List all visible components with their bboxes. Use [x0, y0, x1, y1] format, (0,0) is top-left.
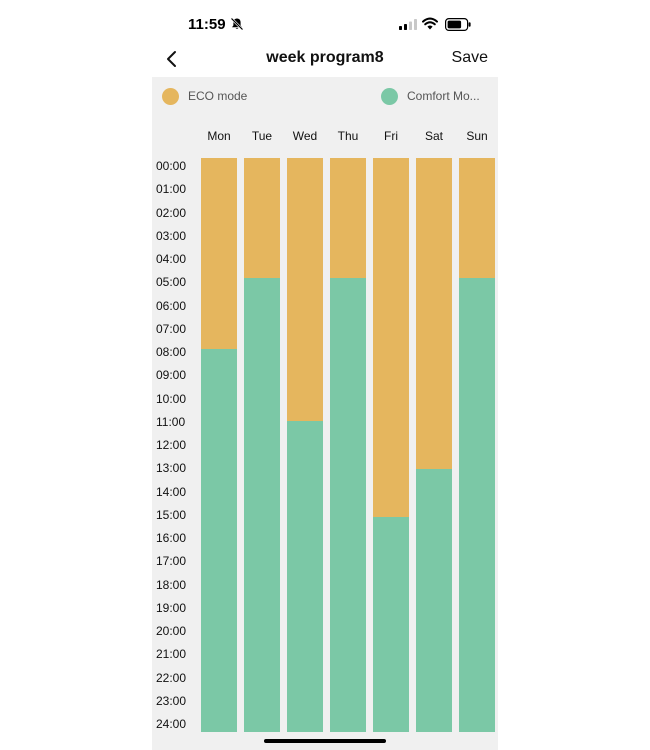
- day-label-sat: Sat: [424, 129, 443, 143]
- legend-eco: ECO mode: [162, 87, 247, 105]
- schedule-panel: ECO mode Comfort Mo... Mon Tue Wed Thu Fri Sa…: [152, 77, 498, 750]
- day-label-fri: Fri: [384, 129, 398, 143]
- hour-label: 20:00: [156, 624, 187, 638]
- page-title: week program8: [266, 49, 384, 66]
- hour-label: 18:00: [156, 577, 187, 592]
- day-bar-sun[interactable]: [459, 158, 495, 732]
- hour-label: 23:00: [156, 693, 187, 708]
- day-label-thu: Thu: [337, 129, 359, 143]
- hour-label: 19:00: [156, 600, 187, 615]
- day-bar-wed[interactable]: [287, 158, 323, 732]
- hour-label: 16:00: [156, 531, 187, 545]
- hour-label: 22:00: [156, 670, 187, 685]
- navigation-header: week program8 Save: [152, 44, 498, 74]
- day-bar-tue[interactable]: [244, 158, 280, 732]
- eco-segment[interactable]: [459, 158, 495, 278]
- day-label-wed: Wed: [292, 129, 318, 143]
- comfort-segment[interactable]: [244, 277, 280, 732]
- hour-label: 00:00: [156, 159, 187, 173]
- home-indicator: [264, 739, 386, 743]
- day-label-tue: Tue: [251, 129, 273, 143]
- hour-label: 02:00: [156, 205, 187, 220]
- legend-eco-label: ECO mode: [188, 89, 248, 103]
- comfort-segment[interactable]: [330, 277, 366, 732]
- hour-label: 09:00: [156, 368, 187, 383]
- hour-label: 06:00: [156, 298, 187, 313]
- back-chevron-icon[interactable]: [162, 47, 184, 71]
- hour-label: 11:00: [156, 414, 186, 429]
- eco-segment[interactable]: [330, 158, 366, 278]
- legend-comfort-label: Comfort Mo...: [407, 89, 480, 103]
- comfort-segment[interactable]: [459, 277, 495, 732]
- hour-label: 14:00: [156, 484, 187, 499]
- day-bar-mon[interactable]: [201, 158, 237, 732]
- status-bar: 11:59: [152, 0, 498, 46]
- hour-label: 05:00: [156, 275, 187, 290]
- battery-icon: [445, 18, 471, 31]
- eco-segment[interactable]: [244, 158, 280, 278]
- wifi-icon: [422, 17, 438, 30]
- day-label-mon: Mon: [207, 129, 231, 143]
- day-bar-sat[interactable]: [416, 158, 452, 732]
- hour-label: 13:00: [156, 461, 187, 476]
- hour-label: 24:00: [156, 717, 187, 731]
- hour-label: 17:00: [156, 554, 187, 569]
- day-bar-thu[interactable]: [330, 158, 366, 732]
- bell-muted-icon: [230, 17, 244, 31]
- hour-label: 04:00: [156, 252, 187, 266]
- status-time: 11:59: [188, 16, 226, 33]
- comfort-color-dot: [381, 87, 398, 105]
- phone-screen: 11:59 week program8 Save: [152, 0, 498, 750]
- eco-segment[interactable]: [287, 158, 323, 422]
- day-label-sun: Sun: [466, 129, 488, 143]
- hour-label: 15:00: [156, 507, 187, 522]
- hour-label: 01:00: [156, 182, 187, 197]
- hour-label: 03:00: [156, 228, 187, 243]
- comfort-segment[interactable]: [416, 468, 452, 732]
- hour-label: 21:00: [156, 647, 187, 662]
- eco-segment[interactable]: [201, 158, 237, 350]
- comfort-segment[interactable]: [201, 349, 237, 732]
- hour-label: 08:00: [156, 345, 187, 359]
- cellular-signal-icon: [399, 19, 417, 30]
- comfort-segment[interactable]: [373, 516, 409, 732]
- eco-segment[interactable]: [416, 158, 452, 469]
- save-button[interactable]: Save: [451, 49, 488, 66]
- hour-label: 07:00: [156, 321, 187, 336]
- eco-color-dot: [162, 87, 179, 105]
- comfort-segment[interactable]: [287, 421, 323, 732]
- legend-comfort: Comfort Mo...: [381, 87, 480, 105]
- day-bar-fri[interactable]: [373, 158, 409, 732]
- hour-label: 10:00: [156, 391, 187, 406]
- hour-label: 12:00: [156, 438, 187, 452]
- eco-segment[interactable]: [373, 158, 409, 517]
